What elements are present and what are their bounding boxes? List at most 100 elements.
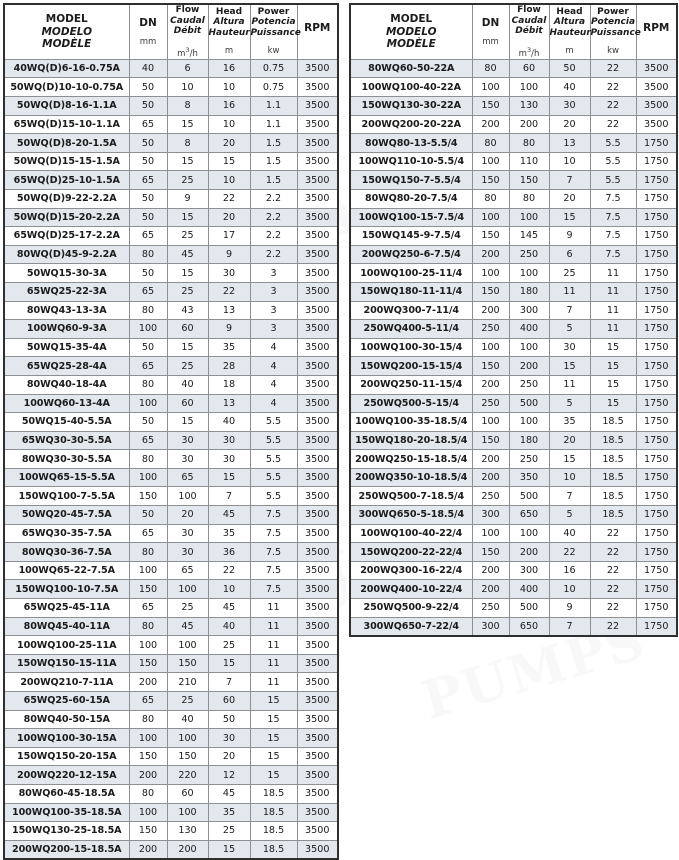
cell-value: 100	[166, 635, 209, 655]
cell-value: 10	[166, 77, 209, 98]
cell-value: 15	[207, 653, 251, 674]
cell-value: 30	[548, 337, 591, 358]
cell-value: 3500	[296, 783, 339, 804]
table-row: 100WQ100-40-22A 100 100 40 22 3500	[349, 77, 678, 98]
cell-value: 40	[548, 77, 591, 98]
cell-value: 10	[207, 579, 251, 600]
cell-value: 65	[128, 170, 168, 190]
cell-value: 3500	[296, 467, 339, 488]
header-head-unit: m	[565, 46, 574, 57]
cell-value: 11	[589, 300, 637, 321]
cell-value: 100	[128, 635, 168, 655]
cell-value: 7.5	[249, 505, 298, 525]
cell-value: 3500	[296, 746, 339, 767]
cell-value: 45	[166, 616, 209, 637]
cell-model: 100WQ110-10-5.5/4	[349, 151, 473, 172]
cell-value: 7	[207, 672, 251, 693]
header-head-en: Head	[556, 6, 583, 17]
table-row: 150WQ100-7-5.5A 150 100 7 5.5 3500	[3, 486, 339, 507]
cell-model: 50WQ20-45-7.5A	[3, 505, 130, 525]
table-row: 100WQ110-10-5.5/4 100 110 10 5.5 1750	[349, 151, 678, 172]
header-flow: Flow Caudal Débit m3/h	[508, 3, 550, 60]
cell-value: 1750	[635, 560, 678, 581]
table-row: 150WQ130-30-22A 150 130 30 22 3500	[349, 96, 678, 116]
table-row: 50WQ(D)8-20-1.5A 50 8 20 1.5 3500	[3, 133, 339, 153]
cell-model: 200WQ250-11-15/4	[349, 374, 473, 395]
cell-model: 80WQ40-50-15A	[3, 709, 130, 730]
cell-value: 60	[166, 783, 209, 804]
cell-value: 20	[207, 746, 251, 767]
table-row: 100WQ100-25-11/4 100 100 25 11 1750	[349, 263, 678, 283]
table-row: 200WQ200-15-18.5A 200 200 15 18.5 3500	[3, 839, 339, 860]
table-row: 65WQ30-30-5.5A 65 30 30 5.5 3500	[3, 430, 339, 451]
cell-value: 1750	[635, 226, 678, 246]
cell-value: 3	[249, 300, 298, 321]
header-head: Head Altura Hauteur m	[207, 3, 251, 60]
cell-value: 100	[471, 337, 510, 358]
cell-value: 3500	[296, 821, 339, 841]
cell-value: 180	[508, 430, 550, 451]
cell-value: 22	[207, 188, 251, 209]
cell-value: 45	[207, 783, 251, 804]
table-row: 100WQ100-15-7.5/4 100 100 15 7.5 1750	[349, 207, 678, 228]
cell-value: 650	[508, 505, 550, 525]
cell-value: 18.5	[589, 486, 637, 507]
cell-value: 22	[589, 77, 637, 98]
cell-value: 1750	[635, 449, 678, 469]
table-row: 50WQ15-30-3A 50 15 30 3 3500	[3, 263, 339, 283]
cell-value: 250	[471, 598, 510, 618]
cell-value: 40	[207, 616, 251, 637]
cell-model: 250WQ500-9-22/4	[349, 598, 473, 618]
table-row: 65WQ(D)25-10-1.5A 65 25 10 1.5 3500	[3, 170, 339, 190]
cell-value: 65	[128, 114, 168, 135]
cell-value: 3500	[296, 579, 339, 600]
cell-value: 25	[207, 821, 251, 841]
cell-value: 3500	[296, 263, 339, 283]
cell-value: 3500	[296, 430, 339, 451]
table-row: 150WQ200-15-15/4 150 200 15 15 1750	[349, 356, 678, 376]
table-row: 65WQ25-22-3A 65 25 22 3 3500	[3, 281, 339, 302]
table-body-right: 80WQ60-50-22A 80 60 50 22 3500 100WQ100-40-22A…	[349, 58, 678, 637]
flow-unit-base: m	[518, 48, 527, 59]
cell-value: 7	[207, 486, 251, 507]
cell-value: 15	[249, 765, 298, 785]
cell-value: 20	[207, 133, 251, 153]
cell-value: 130	[166, 821, 209, 841]
cell-value: 1750	[635, 467, 678, 488]
cell-value: 45	[166, 244, 209, 265]
table-row: 80WQ30-30-5.5A 80 30 30 5.5 3500	[3, 449, 339, 469]
cell-value: 1750	[635, 170, 678, 190]
cell-value: 150	[471, 430, 510, 451]
header-flow-unit: m3/h	[168, 45, 208, 59]
cell-value: 11	[249, 616, 298, 637]
cell-value: 200	[128, 765, 168, 785]
cell-value: 15	[249, 746, 298, 767]
cell-value: 15	[166, 114, 209, 135]
cell-value: 7.5	[249, 560, 298, 581]
cell-value: 15	[166, 151, 209, 172]
cell-value: 50	[128, 207, 168, 228]
cell-value: 25	[166, 598, 209, 618]
cell-value: 1750	[635, 523, 678, 544]
cell-value: 100	[471, 263, 510, 283]
header-rpm-label: RPM	[304, 21, 331, 34]
cell-value: 50	[128, 337, 168, 358]
cell-value: 7.5	[589, 188, 637, 209]
cell-value: 25	[548, 263, 591, 283]
cell-value: 25	[166, 170, 209, 190]
table-row: 200WQ210-7-11A 200 210 7 11 3500	[3, 672, 339, 693]
cell-value: 18.5	[249, 783, 298, 804]
cell-value: 150	[128, 653, 168, 674]
header-dn-unit: mm	[139, 36, 157, 47]
cell-value: 2.2	[249, 226, 298, 246]
header-rpm: RPM	[635, 3, 678, 60]
cell-value: 22	[589, 96, 637, 116]
cell-value: 30	[166, 430, 209, 451]
cell-model: 200WQ210-7-11A	[3, 672, 130, 693]
cell-value: 15	[207, 839, 251, 860]
cell-value: 22	[589, 616, 637, 637]
header-power-fr: Puissance	[250, 27, 301, 38]
cell-model: 80WQ45-40-11A	[3, 616, 130, 637]
cell-value: 3500	[296, 393, 339, 414]
cell-value: 5	[548, 505, 591, 525]
